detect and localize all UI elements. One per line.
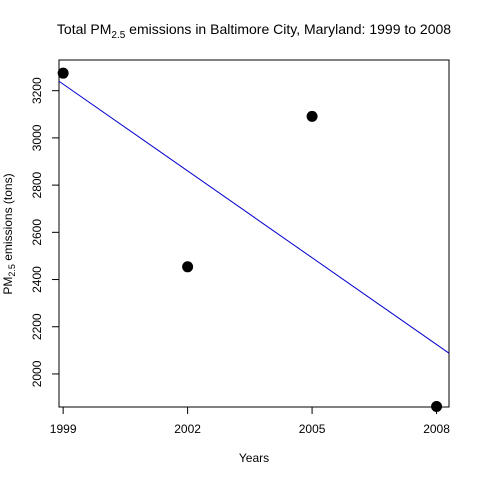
y-tick-label: 2400 (30, 266, 44, 293)
data-point (58, 68, 69, 79)
y-tick-label: 2000 (30, 360, 44, 387)
x-axis: 1999 2002 2005 2008 (50, 407, 450, 436)
y-axis-label: PM2.5 emissions (tons) (1, 173, 17, 294)
trend-line-layer (59, 81, 449, 353)
data-point (307, 111, 318, 122)
x-tick-label: 2005 (299, 422, 326, 436)
y-tick-label: 3000 (30, 124, 44, 151)
y-tick-label: 2200 (30, 313, 44, 340)
y-tick-label: 3200 (30, 77, 44, 104)
y-tick-label: 2600 (30, 219, 44, 246)
y-axis: 2000 2200 2400 2600 2800 3000 3200 (30, 77, 59, 387)
data-points (58, 68, 442, 412)
chart-title: Total PM2.5 emissions in Baltimore City,… (57, 21, 451, 41)
x-tick-label: 2002 (174, 422, 201, 436)
x-tick-label: 1999 (50, 422, 77, 436)
data-point (431, 401, 442, 412)
plot-area (59, 60, 449, 407)
x-tick-label: 2008 (423, 422, 450, 436)
data-point (182, 261, 193, 272)
trend-line (59, 81, 449, 353)
x-axis-label: Years (239, 451, 269, 465)
y-tick-label: 2800 (30, 171, 44, 198)
